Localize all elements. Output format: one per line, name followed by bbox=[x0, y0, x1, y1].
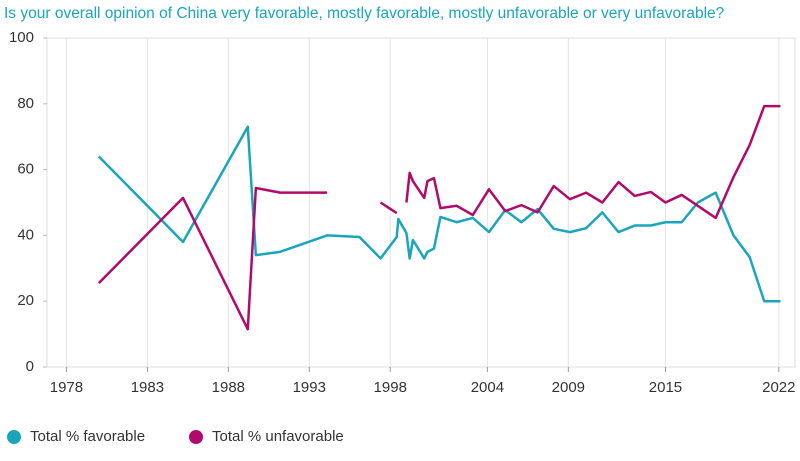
y-tick-label: 60 bbox=[17, 161, 34, 178]
x-tick-label: 2022 bbox=[762, 379, 795, 396]
x-tick-label: 2009 bbox=[552, 379, 585, 396]
y-tick-label: 100 bbox=[9, 29, 34, 46]
legend-marker bbox=[189, 430, 203, 444]
x-tick-label: 1978 bbox=[50, 379, 83, 396]
x-tick-label: 1983 bbox=[131, 379, 164, 396]
x-tick-label: 2004 bbox=[471, 379, 504, 396]
series-line bbox=[97, 104, 781, 331]
x-tick-label: 1998 bbox=[374, 379, 407, 396]
y-tick-label: 0 bbox=[26, 358, 34, 375]
y-tick-label: 40 bbox=[17, 226, 34, 243]
x-tick-label: 1993 bbox=[293, 379, 326, 396]
y-tick-label: 20 bbox=[17, 292, 34, 309]
chart-title: Is your overall opinion of China very fa… bbox=[4, 5, 725, 22]
plot-frame bbox=[46, 37, 796, 368]
x-tick-label: 2015 bbox=[649, 379, 682, 396]
legend-marker bbox=[7, 430, 21, 444]
y-tick-label: 80 bbox=[17, 95, 34, 112]
x-tick-label: 1988 bbox=[212, 379, 245, 396]
series-line bbox=[97, 125, 781, 303]
legend-label: Total % unfavorable bbox=[212, 428, 344, 445]
legend-label: Total % favorable bbox=[30, 428, 145, 445]
